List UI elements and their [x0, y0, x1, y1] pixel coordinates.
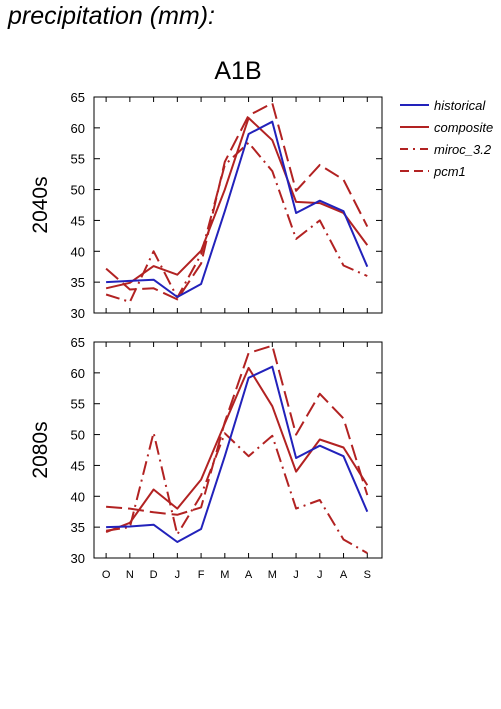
y-axis-label: 2040s [29, 176, 52, 233]
series-line-miroc_3.2 [105, 431, 368, 554]
x-tick-label: J [293, 569, 299, 581]
y-tick-label: 65 [71, 335, 85, 350]
x-tick-label: A [340, 569, 348, 581]
legend-label: historical [434, 98, 486, 113]
x-tick-label: F [198, 569, 205, 581]
series-line-pcm1 [105, 102, 369, 301]
legend: historical composite miroc_3.2 pcm1 [400, 98, 493, 179]
y-tick-label: 65 [71, 90, 85, 105]
y-tick-label: 55 [71, 152, 85, 167]
x-tick-label: S [364, 569, 371, 581]
y-tick-label: 35 [71, 275, 85, 290]
series-line-pcm1 [106, 344, 369, 516]
y-tick-label: 40 [71, 489, 85, 504]
y-tick-label: 55 [71, 397, 85, 412]
y-axis-label: 2080s [29, 421, 52, 478]
figure-title: precipitation (mm): [8, 2, 215, 30]
x-tick-label: D [150, 569, 158, 581]
y-tick-label: 50 [71, 183, 85, 198]
x-tick-label: M [220, 569, 229, 581]
series-line-historical [106, 365, 369, 543]
x-tick-label: J [175, 569, 181, 581]
y-tick-label: 35 [71, 520, 85, 535]
y-tick-label: 45 [71, 213, 85, 228]
y-tick-label: 30 [71, 306, 85, 321]
legend-label: miroc_3.2 [434, 142, 492, 157]
panel-0: A1B 30 35 40 45 50 55 60 65 2040s [29, 57, 383, 321]
plot-frame [93, 341, 383, 559]
y-tick-label: 45 [71, 458, 85, 473]
series-line-composite [105, 366, 369, 534]
y-tick-label: 30 [71, 551, 85, 566]
y-tick-label: 40 [71, 244, 85, 259]
x-tick-label: M [268, 569, 277, 581]
x-tick-label: O [102, 569, 111, 581]
panel-title: A1B [214, 57, 261, 85]
series-line-composite [105, 117, 369, 290]
x-tick-label: A [245, 569, 253, 581]
plot-frame [93, 96, 383, 314]
x-tick-label: N [126, 569, 134, 581]
series-line-historical [106, 120, 369, 298]
legend-label: composite [434, 120, 493, 135]
y-tick-label: 60 [71, 121, 85, 136]
series-line-miroc_3.2 [105, 141, 368, 303]
x-tick-label: J [317, 569, 323, 581]
y-tick-label: 50 [71, 428, 85, 443]
legend-label: pcm1 [433, 164, 466, 179]
y-tick-label: 60 [71, 366, 85, 381]
panel-1: 30 35 40 45 50 55 60 65 O N D J F M A M J J A S 2080s [29, 335, 383, 581]
